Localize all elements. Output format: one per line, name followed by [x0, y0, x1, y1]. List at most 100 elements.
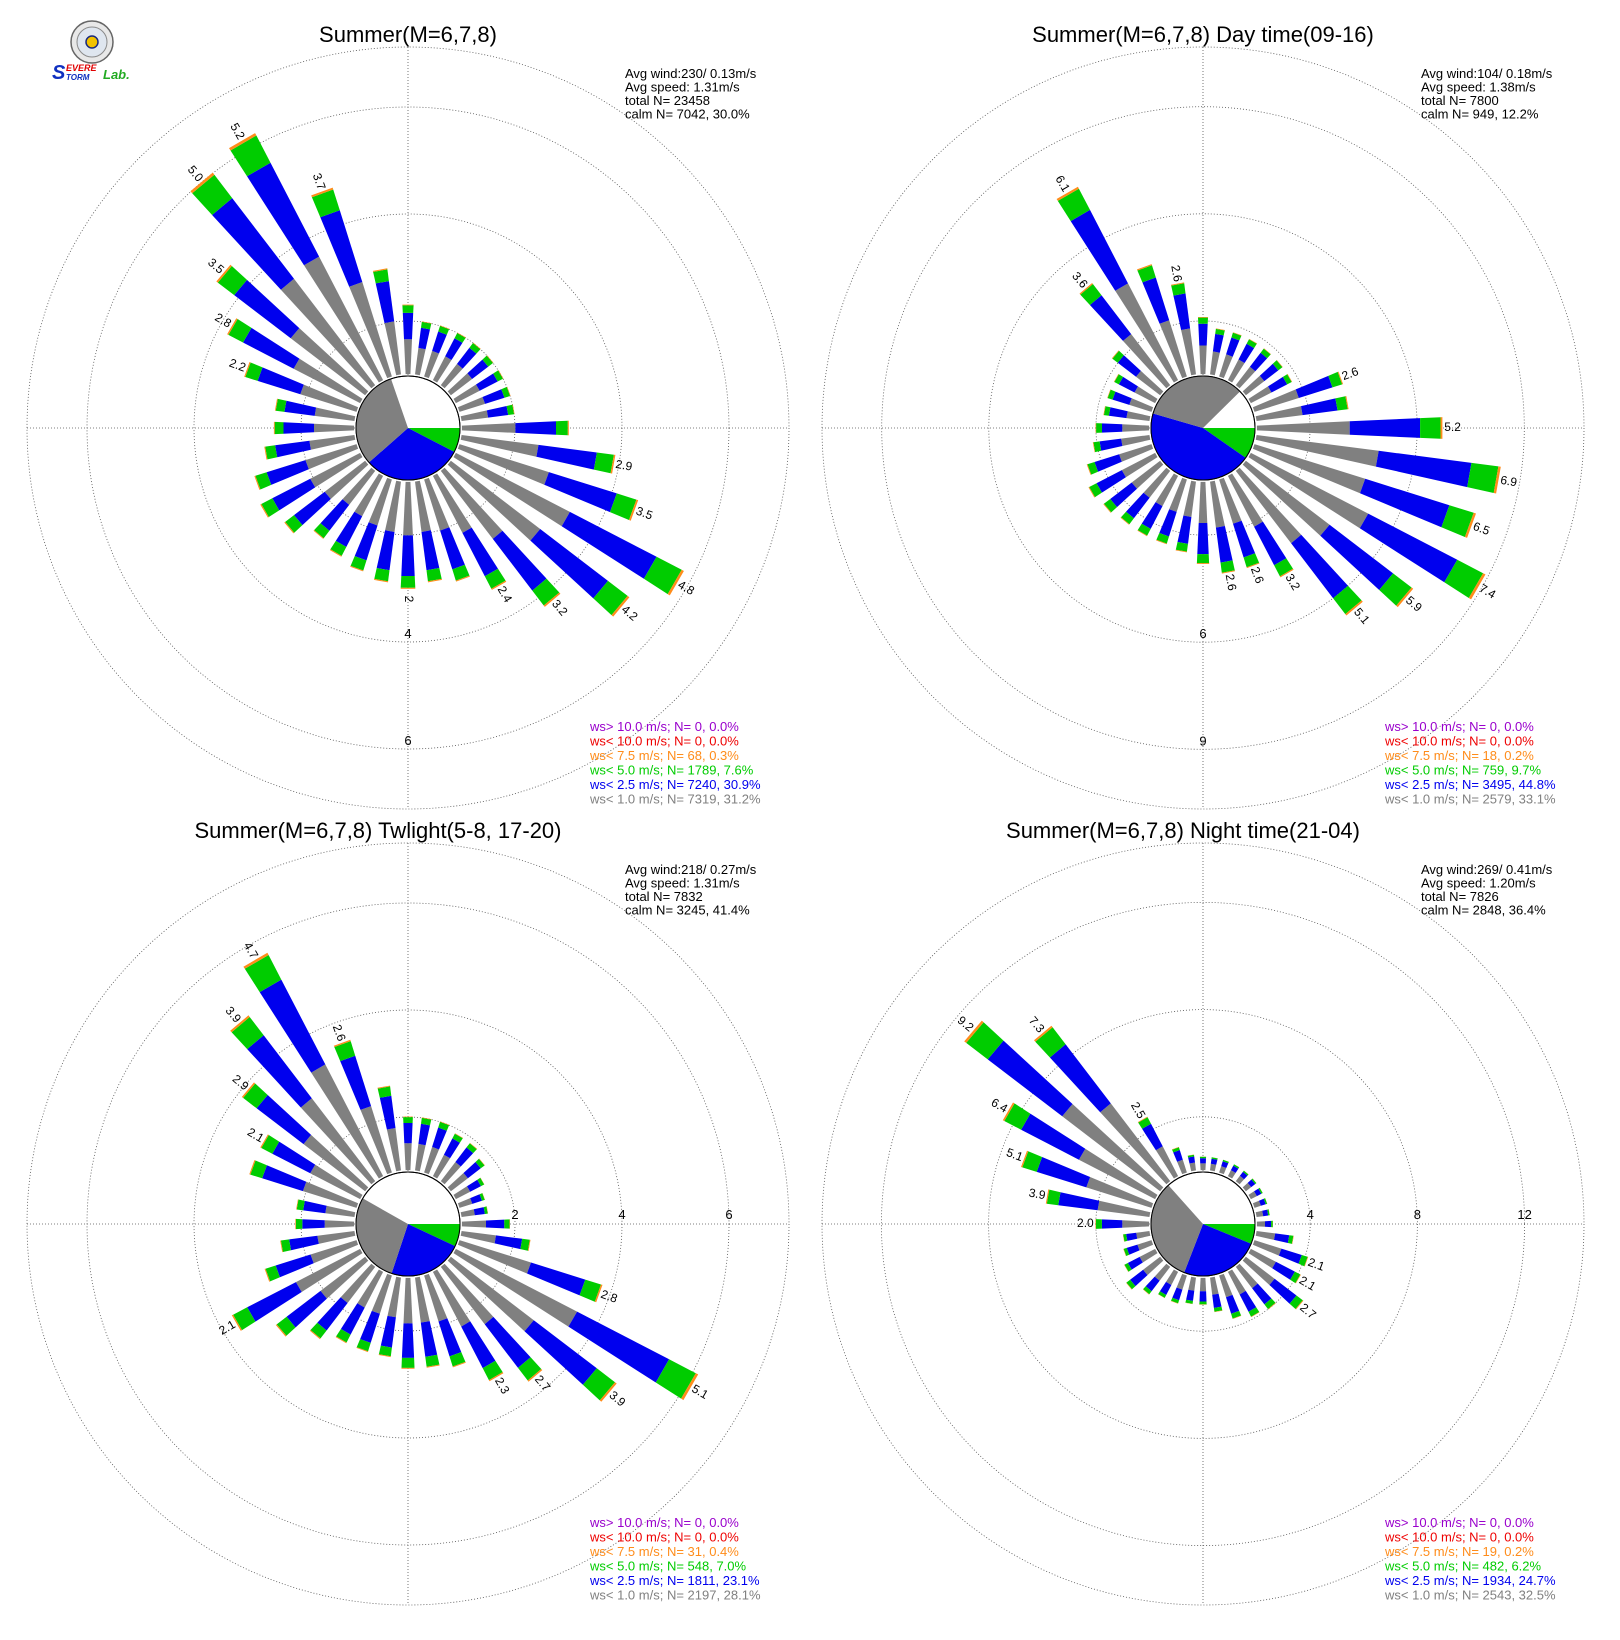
direction-bar-210 [1158, 1269, 1179, 1299]
bar-segment-lt1 [1198, 481, 1208, 523]
bar-segment-lt5 [373, 269, 389, 284]
direction-bar-270 [273, 421, 355, 435]
bar-segment-lt1 [453, 452, 570, 527]
bar-segment-lt25 [401, 1323, 415, 1358]
bar-segment-lt75 [421, 1117, 432, 1120]
bar-value-label: 2.0 [1077, 1216, 1094, 1230]
direction-bar-200 [1156, 477, 1187, 545]
bar-segment-lt75 [1232, 332, 1242, 336]
bar-segment-lt1 [1183, 480, 1196, 517]
bar-segment-lt5 [1220, 560, 1235, 573]
bar-segment-lt75 [1171, 1146, 1179, 1150]
bar-segment-lt25 [1089, 295, 1132, 341]
bar-segment-lt25 [289, 1235, 319, 1251]
bar-segment-lt5 [1089, 483, 1102, 498]
pie-slice-lt25 [369, 428, 455, 481]
direction-bar-0 [1199, 1156, 1207, 1171]
bar-segment-lt1 [1210, 1163, 1217, 1172]
bar-segment-lt1 [1188, 1276, 1196, 1291]
bar-segment-lt25 [1021, 1113, 1086, 1160]
range-ring [988, 1009, 1418, 1439]
bar-segment-lt1 [403, 1277, 413, 1324]
bar-segment-lt1 [1227, 1269, 1246, 1295]
bar-segment-lt75 [469, 1142, 478, 1150]
bar-segment-lt25 [1142, 1123, 1163, 1151]
bar-segment-lt5 [374, 568, 390, 582]
bar-segment-lt5 [228, 319, 252, 343]
bar-segment-lt25 [1301, 398, 1338, 416]
direction-bar-330: 5.2 [227, 120, 384, 383]
bar-segment-lt25 [1274, 1233, 1290, 1243]
bar-segment-lt5 [479, 1193, 485, 1201]
bar-segment-lt25 [418, 1123, 430, 1146]
bar-segment-lt1 [453, 1186, 471, 1200]
bar-segment-lt5 [452, 1133, 463, 1143]
bar-segment-lt1 [415, 1276, 430, 1323]
direction-bar-250 [254, 444, 359, 490]
bar-segment-lt1 [424, 1273, 448, 1322]
bar-segment-lt75 [1232, 1315, 1242, 1319]
bar-value-label: 3.9 [1028, 1186, 1047, 1203]
bar-segment-lt5 [1046, 1189, 1061, 1206]
direction-bar-40 [440, 342, 481, 389]
direction-bar-20 [424, 325, 450, 379]
legend-entry-lt10: ws< 10.0 m/s; N= 0, 0.0% [1384, 1530, 1534, 1545]
bar-segment-lt75 [480, 1177, 485, 1185]
bar-segment-lt5 [245, 362, 263, 381]
bar-value-label: 2.3 [492, 1375, 513, 1397]
direction-bar-130: 3.9 [447, 1256, 629, 1410]
bar-segment-lt75 [231, 1314, 242, 1331]
bar-segment-lt75 [1396, 587, 1414, 608]
bar-segment-lt25 [1239, 1171, 1248, 1180]
bar-segment-lt75 [506, 386, 511, 396]
direction-bar-220 [309, 1263, 376, 1340]
pie-slice-lt25 [391, 1224, 456, 1277]
bar-segment-lt5 [1243, 1170, 1249, 1176]
bar-segment-lt1 [325, 1205, 356, 1217]
bar-segment-lt75 [1211, 1157, 1218, 1159]
bar-segment-lt25 [1186, 1289, 1195, 1301]
bar-segment-lt1 [1248, 1191, 1257, 1200]
center-pie [355, 1171, 461, 1277]
bar-segment-lt75 [1156, 539, 1167, 545]
bar-segment-lt25 [461, 1321, 496, 1369]
bar-segment-lt5 [1198, 317, 1208, 324]
bar-segment-lt25 [379, 1095, 396, 1130]
legend-entry-lt75: ws< 7.5 m/s; N= 68, 0.3% [589, 748, 739, 763]
bar-segment-lt1 [1122, 1220, 1150, 1228]
bar-segment-lt25 [438, 1318, 462, 1357]
direction-bar-110: 2.1 [1252, 1240, 1327, 1274]
bar-segment-lt1 [1078, 1148, 1158, 1200]
bar-segment-lt75 [527, 1239, 531, 1251]
bar-segment-lt5 [1137, 265, 1156, 283]
direction-bar-210 [329, 473, 384, 557]
direction-bar-240: 2.1 [216, 1248, 363, 1338]
bar-segment-lt5 [1263, 1198, 1268, 1205]
bar-segment-lt25 [402, 312, 414, 340]
bar-segment-lt5 [452, 564, 470, 581]
direction-bar-230 [284, 460, 369, 534]
bar-segment-lt1 [1235, 1263, 1258, 1289]
direction-bar-20 [1219, 1159, 1229, 1175]
bar-segment-lt25 [1118, 376, 1138, 393]
bar-value-label: 2.2 [227, 356, 248, 375]
direction-bar-160 [424, 477, 470, 582]
bar-segment-lt1 [415, 1143, 426, 1172]
bar-segment-lt25 [527, 1262, 586, 1296]
bar-segment-lt5 [484, 568, 506, 589]
direction-bar-90 [461, 1219, 510, 1229]
bar-segment-lt1 [1227, 359, 1245, 383]
direction-bar-80 [1255, 1209, 1270, 1217]
pie-slice-lt1 [1153, 376, 1240, 428]
bar-segment-lt25 [1126, 1232, 1138, 1241]
bar-segment-lt75 [273, 421, 275, 435]
bar-segment-lt1 [1122, 424, 1150, 432]
direction-bar-90 [461, 420, 569, 436]
direction-bar-220 [313, 467, 376, 539]
bar-segment-lt25 [1094, 454, 1122, 472]
bar-segment-lt25 [1188, 1156, 1195, 1164]
bar-segment-lt5 [330, 540, 347, 556]
bar-segment-lt5 [579, 1279, 601, 1302]
direction-bar-280 [1103, 406, 1151, 421]
bar-segment-lt5 [285, 515, 303, 533]
